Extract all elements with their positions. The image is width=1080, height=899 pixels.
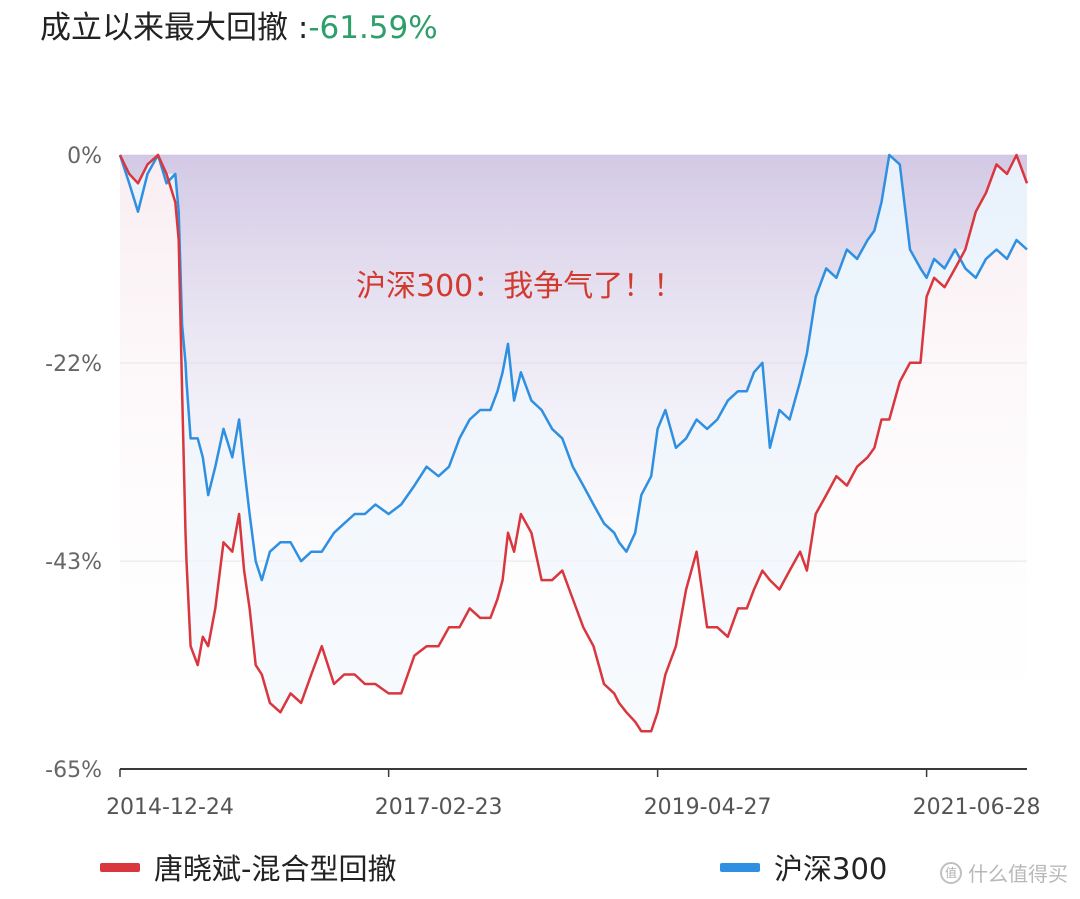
area-fill-between bbox=[120, 155, 1027, 732]
y-tick-label: -22% bbox=[45, 352, 102, 377]
max-drawdown-label: 成立以来最大回撤 : bbox=[40, 10, 309, 46]
legend-swatch-fund bbox=[100, 862, 140, 872]
legend-swatch-index bbox=[720, 862, 760, 872]
x-tick-label: 2019-04-27 bbox=[644, 795, 772, 820]
legend-item-index[interactable]: 沪深300 bbox=[720, 846, 887, 888]
chart-annotation: 沪深300：我争气了！！ bbox=[356, 269, 683, 304]
legend-label-index: 沪深300 bbox=[774, 852, 888, 886]
series-lines bbox=[118, 153, 1029, 733]
max-drawdown-header: 成立以来最大回撤 :-61.59% bbox=[40, 8, 438, 48]
x-tick-label: 2017-02-23 bbox=[375, 795, 503, 820]
y-tick-label: -65% bbox=[45, 758, 102, 783]
y-tick-label: 0% bbox=[67, 144, 102, 169]
area-fill-top bbox=[120, 155, 1027, 581]
legend-item-fund[interactable]: 唐晓斌-混合型回撤 bbox=[100, 846, 396, 888]
watermark-logo-icon: 值 bbox=[940, 861, 962, 884]
watermark: 值 什么值得买 bbox=[940, 858, 1068, 887]
area-fills bbox=[120, 155, 1027, 769]
area-fill-bottom bbox=[120, 155, 1027, 769]
y-tick-label: -43% bbox=[45, 550, 102, 575]
axes: 0% -22% -43% -65%2014-12-24 2017-02-23 2019-0… bbox=[45, 144, 1040, 820]
watermark-text: 什么值得买 bbox=[968, 862, 1068, 886]
max-drawdown-value: -61.59% bbox=[308, 10, 438, 46]
series-line-fund bbox=[118, 153, 1029, 733]
x-tick-label: 2021-06-28 bbox=[913, 795, 1041, 820]
legend-label-fund: 唐晓斌-混合型回撤 bbox=[154, 852, 397, 886]
x-tick-label: 2014-12-24 bbox=[106, 795, 234, 820]
series-line-csi300 bbox=[118, 153, 1028, 582]
